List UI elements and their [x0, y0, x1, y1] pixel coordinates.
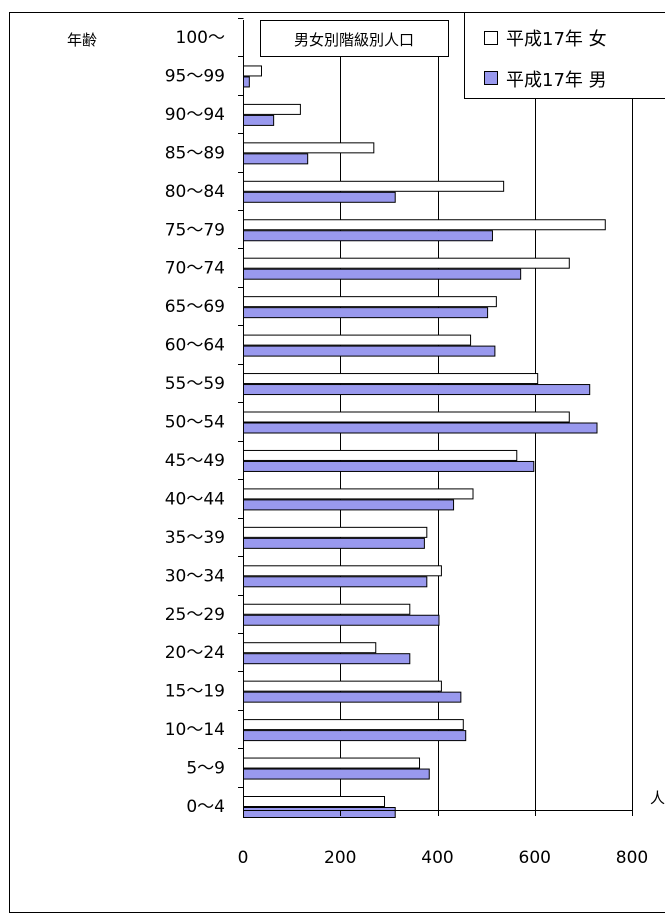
- bar-female-8: [243, 334, 472, 346]
- bar-female-14: [243, 565, 442, 577]
- bar-male-4: [243, 191, 396, 203]
- bar-layer: [243, 65, 606, 818]
- bar-male-11: [243, 460, 535, 472]
- category-label-19: 5～9: [186, 759, 225, 779]
- bar-female-5: [243, 219, 606, 231]
- bar-female-1: [243, 65, 262, 77]
- bar-female-19: [243, 757, 421, 769]
- category-label-18: 10～14: [165, 720, 225, 740]
- bar-female-20: [243, 796, 386, 807]
- category-label-15: 25～29: [165, 605, 225, 625]
- x-tick-label-0: 0: [238, 848, 249, 868]
- bar-female-9: [243, 373, 539, 385]
- category-label-20: 0～4: [186, 797, 225, 817]
- x-tick-label-200: 200: [324, 848, 356, 868]
- category-label-1: 95～99: [165, 66, 225, 86]
- legend-label-female: 平成17年 女: [506, 29, 607, 50]
- axis-layer: [238, 18, 633, 816]
- category-label-4: 80～84: [165, 182, 225, 202]
- bar-female-11: [243, 449, 518, 461]
- category-label-16: 20～24: [165, 643, 225, 663]
- bar-female-13: [243, 526, 428, 538]
- bar-male-14: [243, 576, 428, 588]
- category-label-0: 100～: [176, 28, 225, 48]
- bar-male-19: [243, 768, 430, 780]
- bar-female-18: [243, 719, 464, 731]
- y-axis-title: 年齢: [67, 31, 97, 49]
- bar-female-4: [243, 180, 505, 192]
- legend-swatch-female: [484, 31, 498, 45]
- category-label-5: 75～79: [165, 220, 225, 240]
- legend-label-male: 平成17年 男: [506, 70, 607, 91]
- bar-male-13: [243, 537, 425, 549]
- bar-female-16: [243, 642, 377, 654]
- x-tick-label-800: 800: [616, 848, 648, 868]
- bar-male-20: [243, 807, 396, 818]
- legend: 平成17年 女 平成17年 男: [464, 12, 665, 99]
- bar-male-1: [243, 76, 250, 88]
- bar-male-12: [243, 499, 455, 511]
- category-label-12: 40～44: [165, 489, 225, 509]
- bar-male-18: [243, 730, 467, 742]
- bar-female-7: [243, 296, 497, 308]
- category-label-6: 70～74: [165, 259, 225, 279]
- category-label-11: 45～49: [165, 451, 225, 471]
- bar-female-10: [243, 411, 570, 423]
- category-label-17: 15～19: [165, 682, 225, 702]
- category-label-7: 65～69: [165, 297, 225, 317]
- bar-female-17: [243, 680, 442, 692]
- bar-female-6: [243, 257, 570, 269]
- category-label-9: 55～59: [165, 374, 225, 394]
- category-label-13: 35～39: [165, 528, 225, 548]
- x-tick-label-600: 600: [519, 848, 551, 868]
- bar-female-15: [243, 603, 411, 615]
- legend-swatch-male: [484, 71, 498, 85]
- bar-male-10: [243, 422, 598, 434]
- bar-male-2: [243, 114, 275, 126]
- bar-male-9: [243, 384, 591, 396]
- category-label-8: 60～64: [165, 336, 225, 356]
- category-label-3: 85～89: [165, 143, 225, 163]
- category-label-10: 50～54: [165, 413, 225, 433]
- chart-title: 男女別階級別人口: [294, 31, 414, 49]
- chart-title-box: 男女別階級別人口: [260, 20, 449, 57]
- category-label-2: 90～94: [165, 105, 225, 125]
- category-labels: 100～ 95～99 90～94 85～89 80～84 75～79 70～74 65～69 6…: [165, 28, 225, 817]
- bar-male-16: [243, 653, 411, 665]
- x-axis-unit: 人: [650, 789, 665, 807]
- bar-male-5: [243, 230, 493, 242]
- bar-male-3: [243, 153, 309, 165]
- chart-title-frame: [260, 20, 449, 57]
- category-label-14: 30～34: [165, 566, 225, 586]
- x-tick-labels: 0 200 400 600 800: [238, 848, 649, 868]
- x-tick-label-400: 400: [421, 848, 453, 868]
- bar-male-7: [243, 307, 489, 319]
- bar-female-2: [243, 103, 301, 115]
- bar-female-12: [243, 488, 474, 500]
- bar-male-15: [243, 614, 440, 626]
- bar-male-8: [243, 345, 496, 357]
- bar-female-3: [243, 142, 375, 154]
- bar-male-6: [243, 268, 522, 280]
- bar-male-17: [243, 691, 462, 703]
